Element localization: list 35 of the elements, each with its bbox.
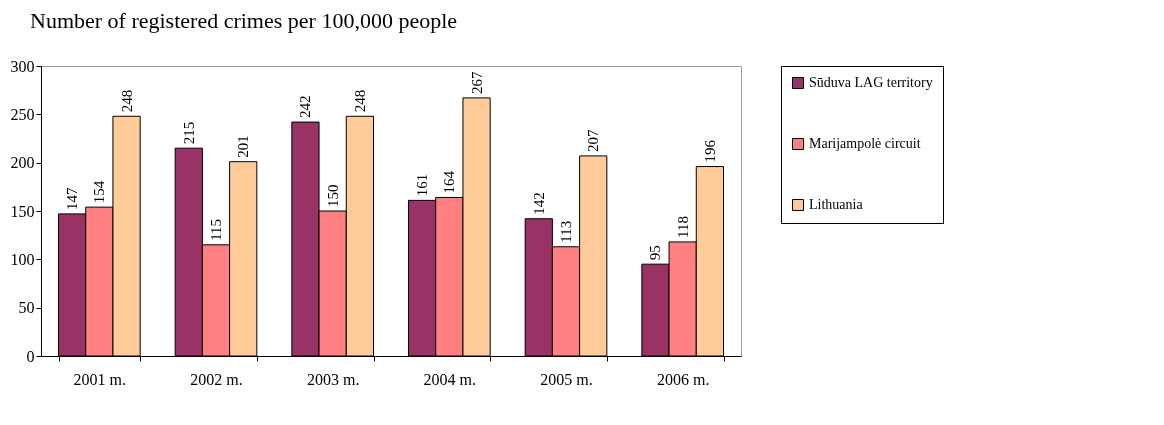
data-label: 248	[118, 89, 135, 113]
x-tick-label: 2003 m.	[306, 370, 360, 388]
legend-label: Lithuania	[809, 197, 864, 212]
data-label: 95	[647, 245, 664, 261]
data-label: 115	[208, 218, 224, 241]
x-tick-label: 2004 m.	[423, 370, 477, 388]
data-label: 267	[468, 70, 485, 94]
y-tick-label: 50	[18, 299, 35, 317]
data-label: 150	[324, 184, 341, 207]
y-tick-label: 300	[10, 57, 35, 75]
data-label: 248	[351, 89, 368, 113]
chart-title: Number of registered crimes per 100,000 people	[30, 8, 458, 33]
y-tick-label: 200	[10, 154, 35, 172]
y-tick-label: 0	[26, 347, 35, 365]
y-tick-label: 150	[10, 202, 35, 220]
data-label: 154	[91, 180, 108, 204]
data-label: 118	[674, 215, 691, 238]
data-label: 207	[585, 128, 602, 152]
data-label: 161	[414, 173, 431, 197]
x-tick-label: 2001 m.	[73, 370, 127, 388]
legend-label: Marijampolė circuit	[809, 136, 921, 151]
data-label: 164	[441, 170, 458, 194]
data-label: 147	[64, 186, 81, 210]
data-label: 142	[530, 192, 547, 215]
x-tick-label: 2006 m.	[656, 370, 710, 388]
legend-label: Sūduva LAG territory	[809, 75, 933, 90]
x-tick-label: 2005 m.	[540, 370, 593, 388]
data-label: 242	[297, 95, 314, 119]
data-label: 215	[180, 121, 197, 145]
data-label: 201	[235, 135, 252, 158]
data-label: 113	[558, 220, 574, 243]
y-tick-label: 250	[10, 105, 35, 123]
data-label: 196	[701, 139, 718, 163]
y-tick-label: 100	[10, 250, 35, 268]
x-tick-label: 2002 m.	[190, 370, 243, 388]
